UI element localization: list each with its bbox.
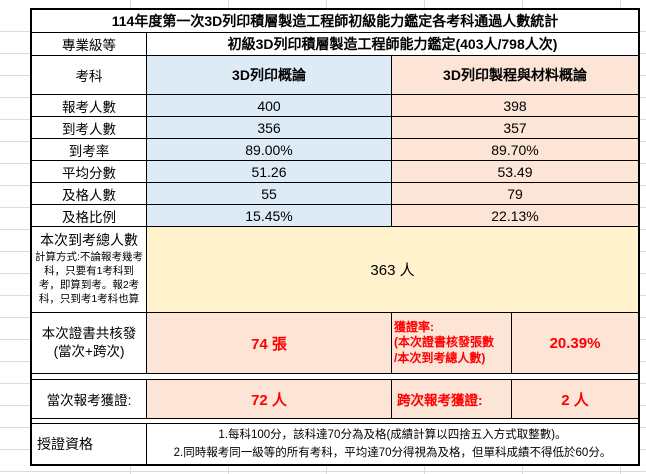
- stat-value-col1: 400: [147, 95, 392, 116]
- stat-value-col1: 89.00%: [147, 139, 392, 160]
- stat-row-average-score: 平均分數 51.26 53.49: [32, 161, 638, 183]
- certificate-rate-value: 20.39%: [512, 313, 638, 373]
- stat-value-col2: 357: [392, 117, 638, 138]
- stat-row-passed-count: 及格人數 55 79: [32, 183, 638, 205]
- qualification-row: 授證資格 1.每科100分，該科達70分為及格(成績計算以四捨五入方式取整數)。…: [32, 424, 638, 464]
- stat-row-pass-rate: 及格比例 15.45% 22.13%: [32, 205, 638, 227]
- current-award-label: 當次報考獲證:: [32, 380, 147, 418]
- cross-award-value: 2 人: [512, 380, 638, 418]
- stat-value-col2: 79: [392, 183, 638, 204]
- certificate-rate-label-cell: 獲證率: (本次證書核發張數 /本次到考總人數): [392, 313, 512, 373]
- subject-col1-header: 3D列印概論: [147, 56, 392, 94]
- total-attended-label-cell: 本次到考總人數 計算方式:不論報考幾考科，只要有1考科到考，即算到考。報2考科，…: [32, 227, 147, 312]
- certificates-label-line1: 本次證書共核發: [41, 325, 137, 341]
- table-title: 114年度第一次3D列印積層製造工程師初級能力鑑定各考科通過人數統計: [111, 13, 559, 29]
- stat-value-col2: 398: [392, 95, 638, 116]
- stat-value-col1: 15.45%: [147, 205, 392, 226]
- total-attended-row: 本次到考總人數 計算方式:不論報考幾考科，只要有1考科到考，即算到考。報2考科，…: [32, 227, 638, 313]
- level-value: 初級3D列印積層製造工程師能力鑑定(403人/798人次): [227, 36, 558, 52]
- current-award-value: 72 人: [147, 380, 392, 418]
- stat-row-attended: 到考人數 356 357: [32, 117, 638, 139]
- stat-value-col1: 51.26: [147, 161, 392, 182]
- qualification-label: 授證資格: [32, 424, 147, 464]
- certificates-label-line2: (當次+跨次): [53, 344, 125, 359]
- subject-label: 考科: [32, 56, 147, 94]
- total-attended-value: 363 人: [147, 227, 638, 312]
- stat-label: 到考率: [32, 139, 147, 160]
- stat-value-col1: 55: [147, 183, 392, 204]
- title-row: 114年度第一次3D列印積層製造工程師初級能力鑑定各考科通過人數統計: [32, 10, 638, 33]
- stat-label: 及格比例: [32, 205, 147, 226]
- subject-col2-header: 3D列印製程與材料概論: [392, 56, 638, 94]
- rate-note-line2: /本次到考總人數): [394, 350, 486, 365]
- certificates-row: 本次證書共核發 (當次+跨次) 74 張 獲證率: (本次證書核發張數 /本次到…: [32, 313, 638, 374]
- subject-header-row: 考科 3D列印概論 3D列印製程與材料概論: [32, 56, 638, 95]
- total-attended-label: 本次到考總人數: [40, 232, 138, 249]
- level-label: 專業級等: [32, 33, 147, 55]
- stat-value-col2: 53.49: [392, 161, 638, 182]
- level-row: 專業級等 初級3D列印積層製造工程師能力鑑定(403人/798人次): [32, 33, 638, 56]
- stat-row-registered: 報考人數 400 398: [32, 95, 638, 117]
- stat-row-attendance-rate: 到考率 89.00% 89.70%: [32, 139, 638, 161]
- spacer-row: [32, 374, 638, 380]
- rate-label: 獲證率:: [394, 319, 434, 334]
- stat-value-col1: 356: [147, 117, 392, 138]
- qualification-notes-cell: 1.每科100分，該科達70分為及格(成績計算以四捨五入方式取整數)。 2.同時…: [147, 424, 638, 464]
- awarded-row: 當次報考獲證: 72 人 跨次報考獲證: 2 人: [32, 380, 638, 419]
- cross-award-label: 跨次報考獲證:: [392, 380, 512, 418]
- qualification-note-2: 2.同時報考同一級等的所有考科，平均達70分得視為及格，但單科成績不得低於60分…: [173, 447, 612, 459]
- stat-value-col2: 89.70%: [392, 139, 638, 160]
- certification-statistics-table: 114年度第一次3D列印積層製造工程師初級能力鑑定各考科通過人數統計 專業級等 …: [30, 8, 640, 466]
- stat-label: 平均分數: [32, 161, 147, 182]
- stat-label: 及格人數: [32, 183, 147, 204]
- stat-value-col2: 22.13%: [392, 205, 638, 226]
- total-attended-note: 計算方式:不論報考幾考科，只要有1考科到考，即算到考。報2考科，只到考1考科也算: [35, 250, 143, 306]
- qualification-note-1: 1.每科100分，該科達70分為及格(成績計算以四捨五入方式取整數)。: [218, 428, 567, 441]
- certificates-label-cell: 本次證書共核發 (當次+跨次): [32, 313, 147, 373]
- certificates-count: 74 張: [147, 313, 392, 373]
- rate-note-line1: (本次證書核發張數: [394, 335, 494, 350]
- stat-label: 到考人數: [32, 117, 147, 138]
- spacer-row: [32, 419, 638, 424]
- stat-label: 報考人數: [32, 95, 147, 116]
